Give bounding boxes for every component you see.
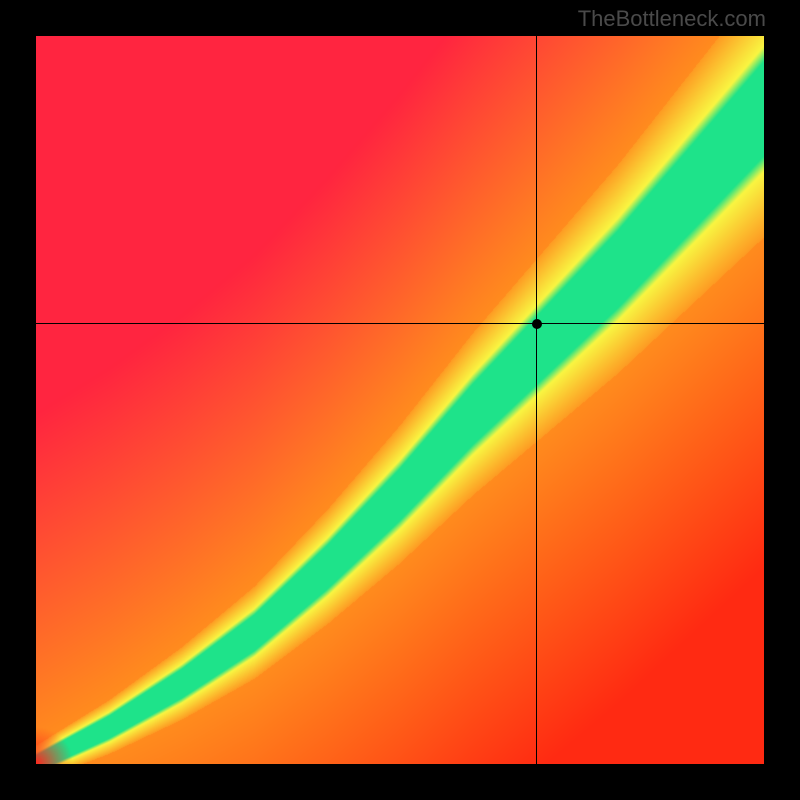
crosshair-vertical xyxy=(536,36,537,764)
crosshair-horizontal xyxy=(36,323,764,324)
crosshair-marker xyxy=(532,319,542,329)
bottleneck-heatmap xyxy=(36,36,764,764)
heatmap-canvas xyxy=(36,36,764,764)
attribution-text: TheBottleneck.com xyxy=(578,6,766,32)
